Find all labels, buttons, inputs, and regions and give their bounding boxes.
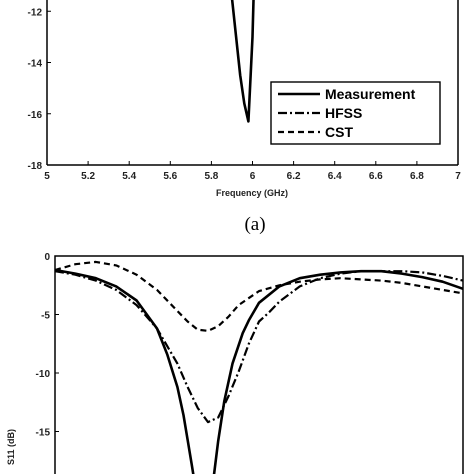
x-tick-label: 6.8 [410,171,424,182]
y-tick-label: -16 [28,110,43,121]
x-tick-label: 5.8 [204,171,218,182]
x-tick-label: 6.4 [328,171,342,182]
x-tick-label: 5 [44,171,50,182]
y-tick-label: -14 [28,59,43,70]
chart-b-frame [54,255,464,474]
series-line-measurement [230,0,255,123]
x-tick-label: 5.2 [81,171,95,182]
chart-b: 0 -5 -10 -15 S11 (dB) [6,252,464,474]
chart-a-y-ticks: -12 -14 -16 -18 [28,7,51,172]
x-tick-label: 6 [250,171,256,182]
chart-a-series [230,0,255,123]
chart-a-x-label: Frequency (GHz) [216,188,288,198]
x-tick-label: 6.6 [369,171,383,182]
chart-a: -12 -14 -16 -18 5 5.2 5.4 5.6 5.8 6 6.2 6.4 6.6 6.8 7… [28,0,461,235]
y-tick-label: -12 [28,7,43,18]
legend-label-measurement: Measurement [325,86,416,102]
chart-b-y-label: S11 (dB) [6,429,16,465]
x-tick-label: 7 [455,171,461,182]
x-tick-label: 5.6 [163,171,177,182]
y-tick-label: -5 [41,311,50,322]
x-tick-label: 6.2 [287,171,301,182]
series-line-0 [54,268,464,474]
x-tick-label: 5.4 [122,171,136,182]
chart-a-legend: Measurement HFSS CST [270,81,441,145]
chart-b-series [54,260,464,474]
legend-label-cst: CST [325,124,353,140]
legend-label-hfss: HFSS [325,105,362,121]
chart-a-caption: (a) [244,214,265,235]
y-tick-label: -18 [28,161,43,172]
chart-b-y-ticks: 0 -5 -10 -15 [36,252,59,439]
y-tick-label: -10 [36,369,51,380]
y-tick-label: 0 [44,252,50,263]
series-line-2 [54,260,464,332]
series-line-1 [54,270,464,424]
chart-a-x-ticks: 5 5.2 5.4 5.6 5.8 6 6.2 6.4 6.6 6.8 7 [44,161,461,182]
y-tick-label: -15 [36,428,51,439]
